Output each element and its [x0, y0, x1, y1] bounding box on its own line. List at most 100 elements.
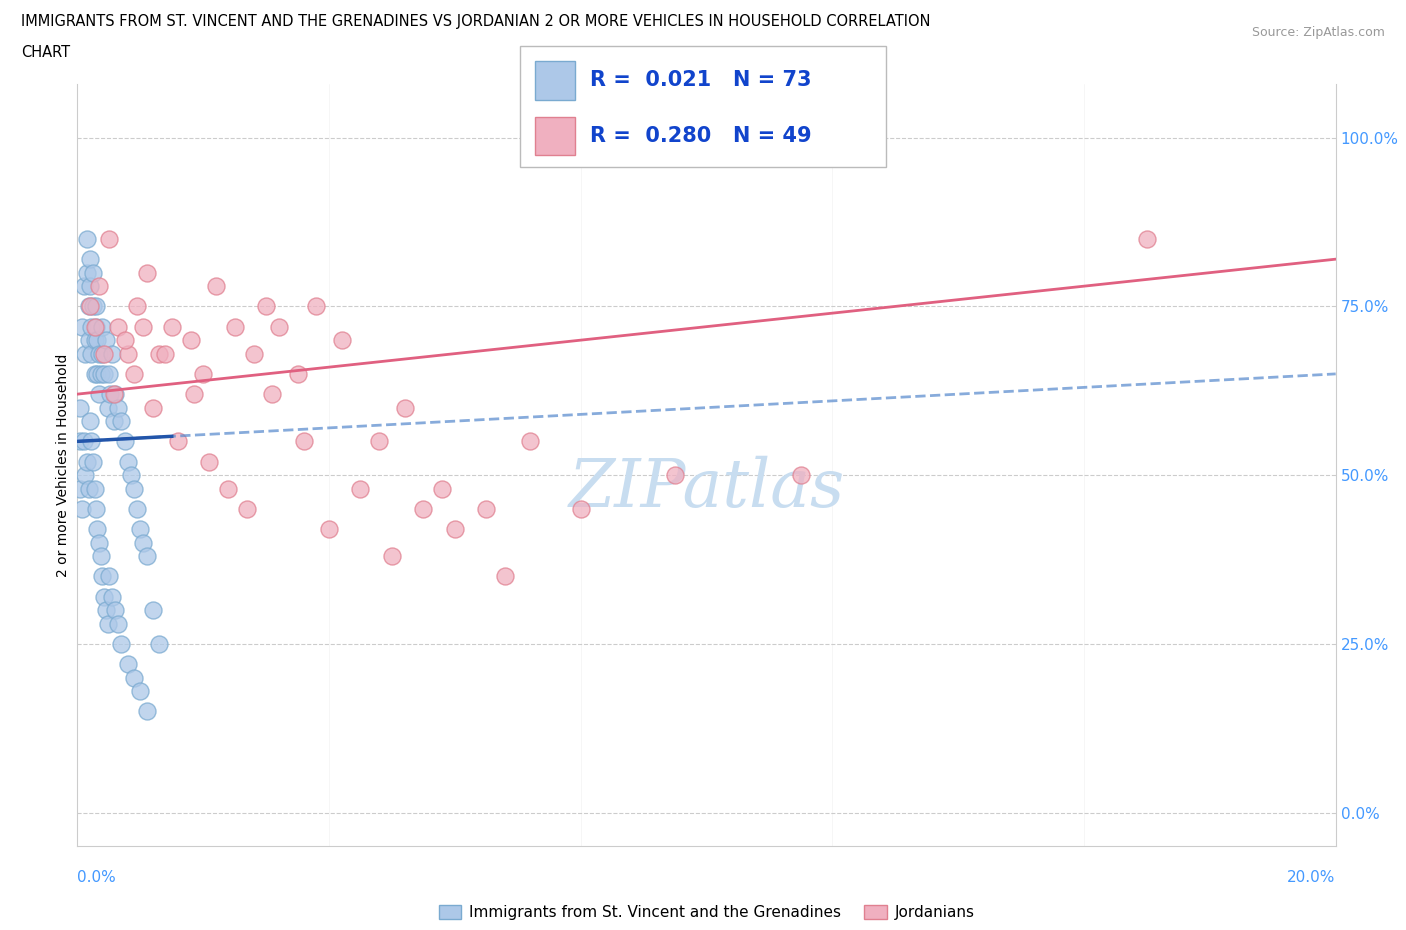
Point: [91, 319, 114, 334]
Point: [97, 232, 120, 246]
Point: [267, 319, 290, 334]
Point: [236, 501, 259, 516]
Point: [69, 481, 91, 496]
Point: [330, 333, 353, 348]
Point: [82, 265, 104, 280]
Point: [432, 481, 454, 496]
Point: [86, 333, 108, 348]
Point: [91, 346, 114, 361]
Point: [84, 319, 107, 334]
Point: [73, 346, 96, 361]
Point: [117, 454, 139, 469]
Point: [142, 603, 165, 618]
Point: [305, 299, 328, 313]
Point: [117, 657, 139, 671]
Point: [80, 346, 103, 361]
FancyBboxPatch shape: [534, 116, 575, 155]
Point: [89, 535, 111, 550]
Point: [494, 569, 516, 584]
Point: [107, 400, 129, 415]
Point: [204, 279, 226, 294]
Point: [664, 468, 686, 483]
Point: [84, 501, 107, 516]
Point: [394, 400, 416, 415]
Point: [107, 319, 129, 334]
Point: [381, 549, 404, 564]
Point: [93, 590, 115, 604]
Point: [127, 299, 149, 313]
Point: [519, 434, 541, 449]
Point: [86, 522, 108, 537]
Point: [90, 549, 112, 564]
Point: [122, 366, 145, 381]
Point: [217, 481, 239, 496]
Point: [135, 704, 157, 719]
Point: [475, 501, 498, 516]
Point: [160, 319, 183, 334]
Point: [148, 346, 170, 361]
Point: [127, 501, 149, 516]
Point: [292, 434, 315, 449]
Point: [76, 265, 98, 280]
Point: [135, 549, 157, 564]
Point: [412, 501, 434, 516]
Point: [101, 590, 124, 604]
Point: [1136, 232, 1159, 246]
Point: [77, 299, 100, 313]
Point: [224, 319, 246, 334]
Point: [167, 434, 190, 449]
Point: [84, 319, 107, 334]
Text: Source: ZipAtlas.com: Source: ZipAtlas.com: [1251, 26, 1385, 39]
Point: [76, 232, 98, 246]
Point: [242, 346, 264, 361]
Text: ZIPatlas: ZIPatlas: [568, 456, 845, 521]
Point: [318, 522, 340, 537]
Text: IMMIGRANTS FROM ST. VINCENT AND THE GRENADINES VS JORDANIAN 2 OR MORE VEHICLES I: IMMIGRANTS FROM ST. VINCENT AND THE GREN…: [21, 14, 931, 29]
Point: [262, 387, 284, 402]
Point: [132, 535, 155, 550]
Point: [107, 617, 129, 631]
Point: [97, 569, 120, 584]
Text: R =  0.021   N = 73: R = 0.021 N = 73: [589, 71, 811, 90]
Point: [132, 319, 155, 334]
Point: [103, 414, 125, 429]
Point: [77, 481, 100, 496]
Point: [114, 434, 136, 449]
Point: [94, 333, 117, 348]
Point: [84, 299, 107, 313]
Point: [80, 434, 103, 449]
Point: [73, 468, 96, 483]
Point: [191, 366, 215, 381]
Point: [96, 617, 118, 631]
Point: [368, 434, 391, 449]
Point: [79, 299, 101, 313]
Point: [84, 366, 107, 381]
Text: R =  0.280   N = 49: R = 0.280 N = 49: [589, 126, 811, 146]
Point: [79, 414, 101, 429]
Point: [86, 366, 108, 381]
Point: [72, 319, 94, 334]
Point: [110, 636, 132, 651]
Point: [76, 454, 98, 469]
Point: [79, 252, 101, 267]
Point: [114, 333, 136, 348]
Point: [96, 400, 118, 415]
Point: [569, 501, 592, 516]
Text: 0.0%: 0.0%: [77, 870, 117, 884]
Point: [89, 346, 111, 361]
Point: [790, 468, 813, 483]
Point: [142, 400, 165, 415]
Point: [349, 481, 371, 496]
Point: [69, 400, 91, 415]
Point: [198, 454, 221, 469]
Point: [287, 366, 309, 381]
Y-axis label: 2 or more Vehicles in Household: 2 or more Vehicles in Household: [56, 353, 70, 577]
Point: [129, 684, 152, 698]
FancyBboxPatch shape: [534, 61, 575, 100]
Point: [79, 279, 101, 294]
Point: [183, 387, 205, 402]
Point: [80, 319, 103, 334]
Point: [155, 346, 177, 361]
Point: [72, 434, 94, 449]
Point: [135, 265, 157, 280]
